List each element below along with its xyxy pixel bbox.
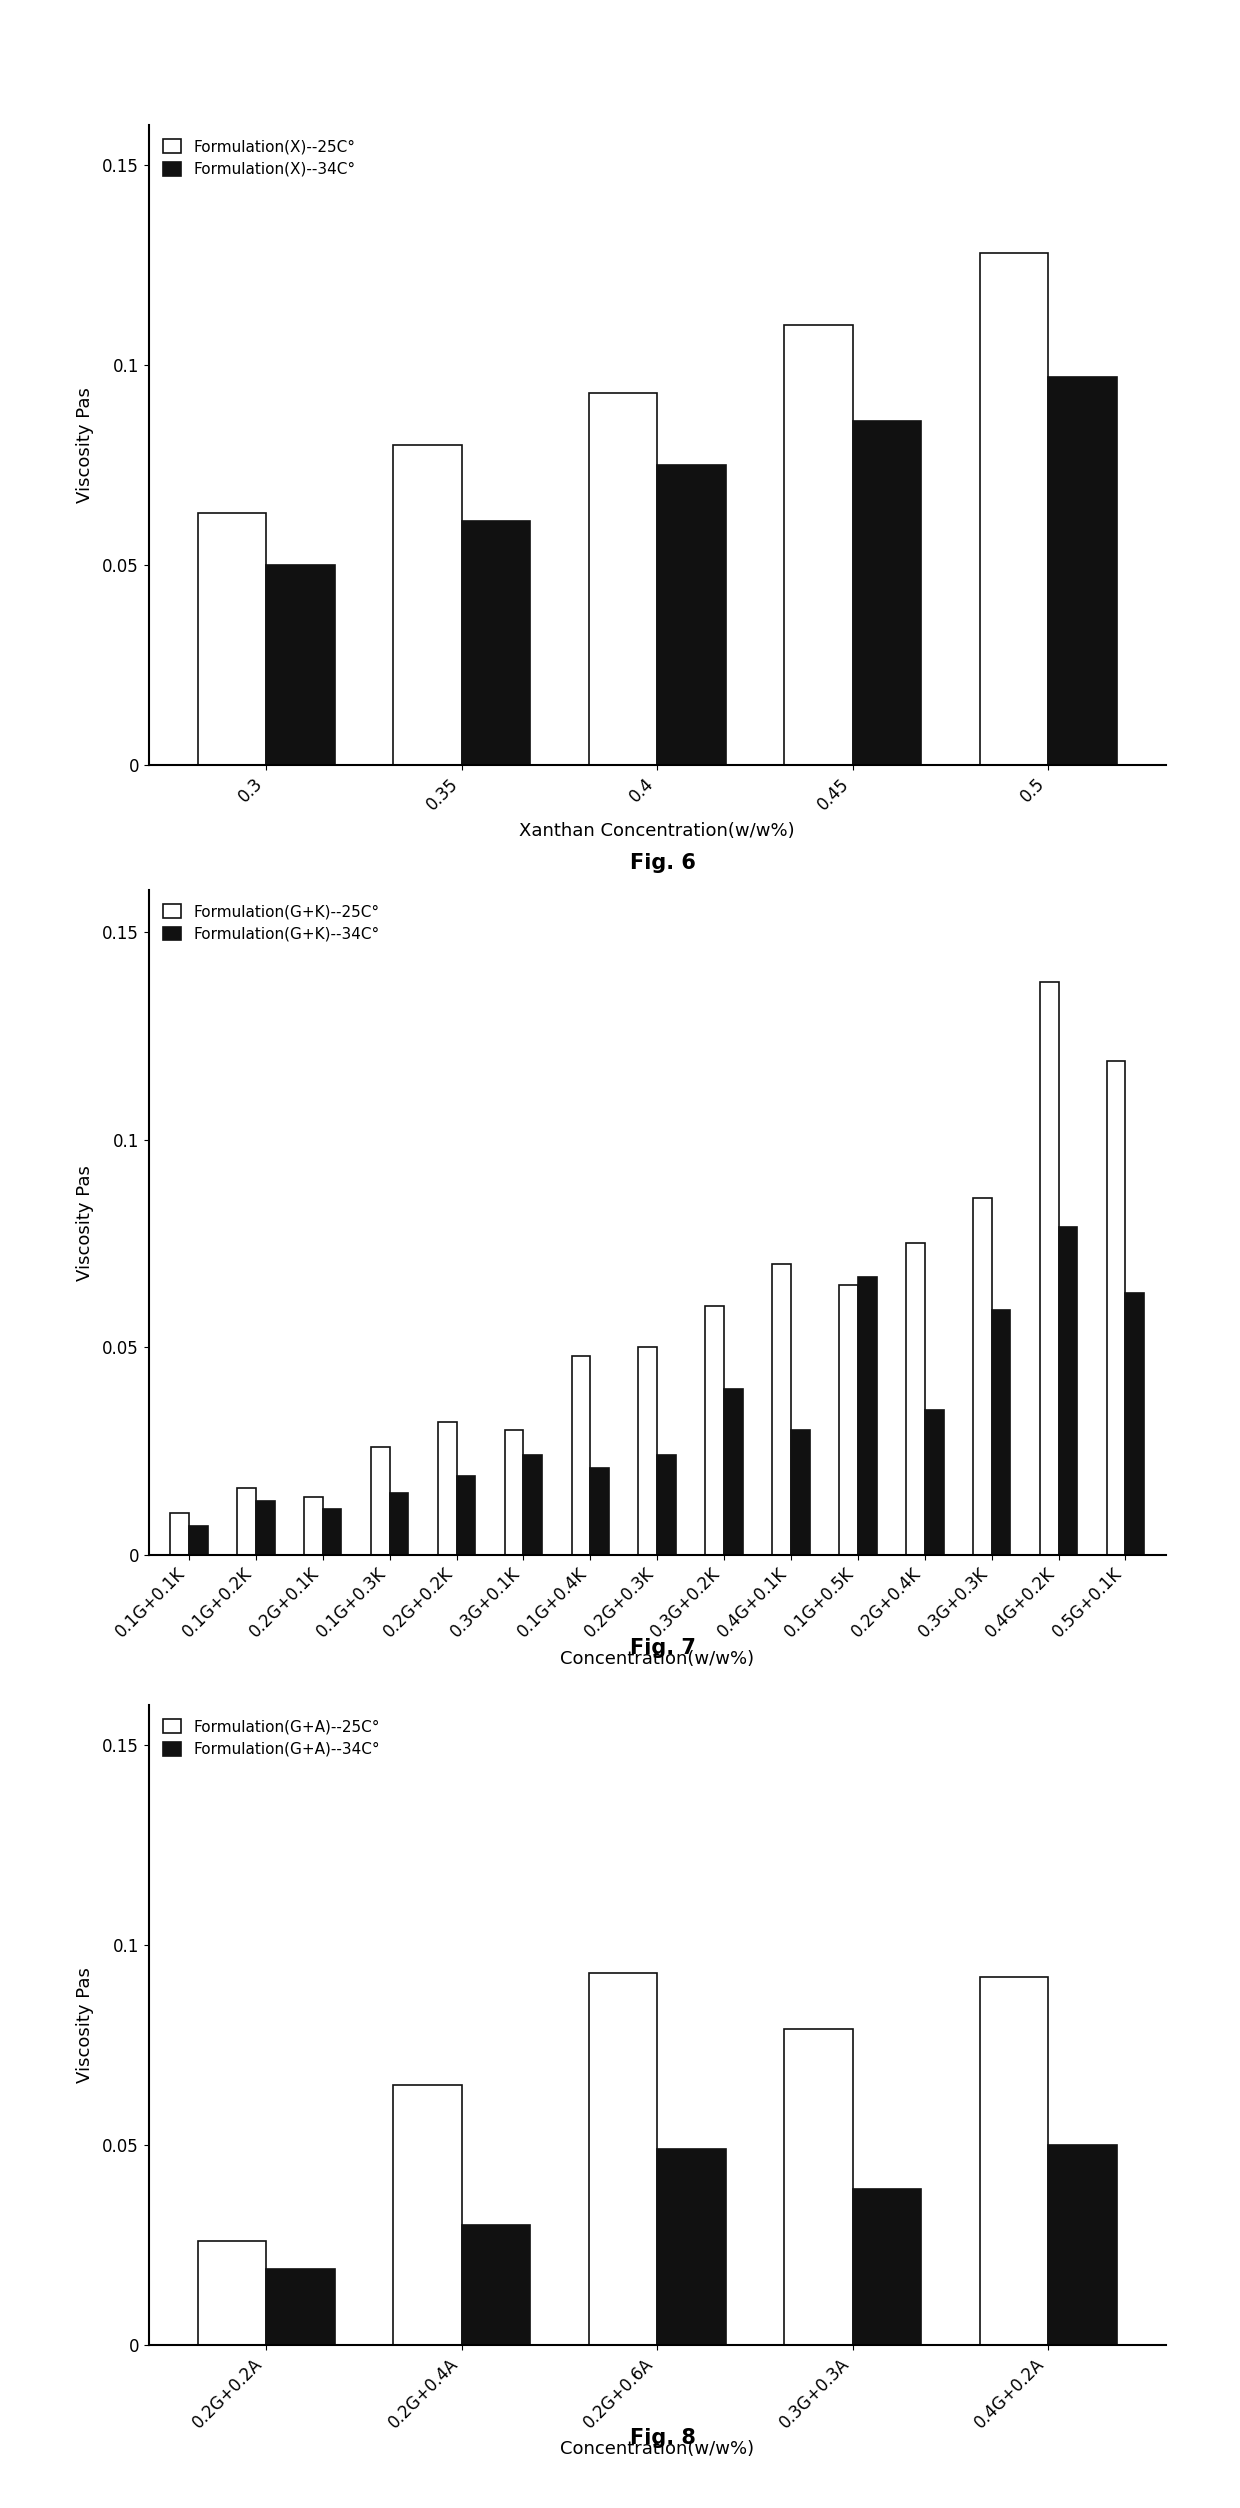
Legend: Formulation(X)--25C°, Formulation(X)--34C°: Formulation(X)--25C°, Formulation(X)--34…: [156, 133, 361, 183]
Bar: [785, 2029, 853, 2345]
Y-axis label: Viscosity Pas: Viscosity Pas: [76, 1164, 94, 1282]
X-axis label: Concentration(w/w%): Concentration(w/w%): [560, 2440, 754, 2458]
Y-axis label: Viscosity Pas: Viscosity Pas: [76, 386, 94, 504]
Bar: [438, 1422, 456, 1555]
Bar: [839, 1284, 858, 1555]
Bar: [393, 2084, 461, 2345]
Text: Fig. 6: Fig. 6: [630, 853, 697, 873]
Bar: [791, 1430, 810, 1555]
Bar: [188, 1525, 207, 1555]
Bar: [1048, 2144, 1117, 2345]
Bar: [858, 1277, 877, 1555]
Bar: [1126, 1294, 1145, 1555]
Bar: [589, 394, 657, 765]
Bar: [197, 2242, 267, 2345]
Bar: [267, 564, 335, 765]
Bar: [371, 1447, 389, 1555]
Bar: [461, 2225, 531, 2345]
Bar: [255, 1500, 274, 1555]
Bar: [992, 1309, 1011, 1555]
X-axis label: Xanthan Concentration(w/w%): Xanthan Concentration(w/w%): [520, 823, 795, 840]
Bar: [773, 1264, 791, 1555]
Text: Fig. 7: Fig. 7: [630, 1638, 697, 1658]
Bar: [505, 1430, 523, 1555]
Bar: [170, 1512, 188, 1555]
Legend: Formulation(G+K)--25C°, Formulation(G+K)--34C°: Formulation(G+K)--25C°, Formulation(G+K)…: [156, 898, 386, 948]
Bar: [724, 1389, 743, 1555]
Bar: [393, 446, 461, 765]
Bar: [706, 1307, 724, 1555]
Bar: [589, 1974, 657, 2345]
Bar: [1059, 1226, 1078, 1555]
Bar: [1107, 1061, 1126, 1555]
Bar: [657, 2149, 725, 2345]
Bar: [267, 2270, 335, 2345]
Bar: [639, 1347, 657, 1555]
Bar: [925, 1409, 944, 1555]
Bar: [461, 522, 531, 765]
Bar: [1048, 376, 1117, 765]
Bar: [590, 1467, 609, 1555]
Bar: [657, 1455, 676, 1555]
Bar: [853, 2189, 921, 2345]
Bar: [456, 1477, 475, 1555]
Y-axis label: Viscosity Pas: Viscosity Pas: [76, 1966, 94, 2084]
Bar: [389, 1492, 408, 1555]
Bar: [572, 1354, 590, 1555]
Bar: [657, 464, 725, 765]
Bar: [853, 421, 921, 765]
X-axis label: Concentration(w/w%): Concentration(w/w%): [560, 1650, 754, 1668]
Text: Fig. 8: Fig. 8: [630, 2428, 697, 2448]
Bar: [322, 1510, 341, 1555]
Bar: [523, 1455, 542, 1555]
Bar: [237, 1490, 255, 1555]
Bar: [980, 1976, 1048, 2345]
Bar: [1040, 981, 1059, 1555]
Bar: [906, 1244, 925, 1555]
Bar: [973, 1199, 992, 1555]
Bar: [785, 326, 853, 765]
Bar: [980, 253, 1048, 765]
Legend: Formulation(G+A)--25C°, Formulation(G+A)--34C°: Formulation(G+A)--25C°, Formulation(G+A)…: [156, 1713, 386, 1763]
Bar: [304, 1497, 322, 1555]
Bar: [197, 514, 267, 765]
